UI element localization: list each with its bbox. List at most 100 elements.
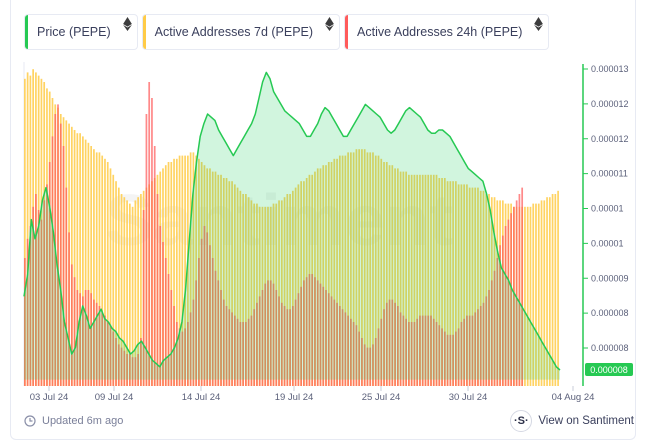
active-addresses-24h-bar — [104, 315, 106, 386]
active-addresses-7d-bar — [112, 174, 115, 386]
active-addresses-7d-bar — [546, 197, 548, 386]
active-addresses-7d-bar — [109, 168, 112, 386]
active-addresses-24h-bar — [32, 206, 34, 386]
active-addresses-7d-bar — [554, 194, 557, 386]
active-addresses-7d-bar — [250, 200, 253, 386]
active-addresses-24h-bar — [203, 226, 206, 386]
active-addresses-7d-bar — [126, 200, 128, 386]
active-addresses-7d-bar — [173, 158, 175, 386]
active-addresses-7d-bar — [529, 206, 532, 386]
price-tick-label: 0.000008 — [591, 343, 629, 353]
active-addresses-7d-bar — [358, 149, 361, 386]
price-axis-ticks: 0.000013 0.000012 0.000012 0.000011 0.00001 0… — [583, 64, 629, 353]
active-addresses-24h-bar — [156, 194, 159, 386]
active-addresses-24h-bar — [460, 322, 463, 386]
active-addresses-7d-bar — [134, 200, 137, 386]
active-addresses-7d-bar — [355, 149, 358, 386]
active-addresses-7d-bar — [231, 181, 233, 386]
legend-item-price[interactable]: Price (PEPE) — [24, 14, 138, 50]
active-addresses-24h-bar — [485, 296, 488, 386]
active-addresses-7d-bar — [443, 178, 446, 386]
active-addresses-24h-bar — [394, 302, 396, 386]
price-tick-label: 0.000012 — [591, 99, 629, 109]
active-addresses-24h-bar — [361, 338, 363, 386]
active-addresses-24h-bar — [446, 334, 449, 386]
active-addresses-24h-bar — [211, 258, 214, 386]
active-addresses-24h-bar — [73, 277, 76, 386]
active-addresses-24h-bar — [402, 315, 405, 386]
active-addresses-24h-bar — [499, 245, 501, 386]
active-addresses-24h-bar — [333, 299, 336, 386]
active-addresses-7d-bar — [181, 155, 184, 386]
active-addresses-24h-bar — [140, 338, 142, 386]
active-addresses-24h-bar — [366, 347, 369, 386]
legend-item-active-addresses-7d[interactable]: Active Addresses 7d (PEPE) — [141, 14, 341, 50]
legend-item-active-addresses-24h[interactable]: Active Addresses 24h (PEPE) — [344, 14, 550, 50]
time-tick-label: 30 Jul 24 — [449, 392, 488, 403]
active-addresses-24h-bar — [308, 274, 311, 386]
active-addresses-7d-bar — [551, 194, 554, 386]
price-activity-chart: Santiment 0.0000130.0000120.0000120.0000… — [23, 62, 633, 403]
view-on-santiment-button[interactable]: ·S· View on Santiment — [510, 410, 634, 432]
active-addresses-7d-bar — [482, 190, 485, 386]
active-addresses-24h-bar — [441, 328, 443, 386]
active-addresses-24h-bar — [37, 210, 40, 386]
active-addresses-7d-bar — [374, 155, 377, 386]
active-addresses-7d-bar — [189, 152, 192, 386]
ethereum-icon — [534, 17, 544, 31]
active-addresses-24h-bar — [275, 290, 278, 386]
active-addresses-7d-bar — [557, 190, 559, 386]
active-addresses-7d-bar — [292, 190, 294, 386]
price-tick-label: 0.000012 — [591, 134, 629, 144]
chart-footer: Updated 6m ago ·S· View on Santiment — [24, 410, 634, 432]
active-addresses-24h-bar — [65, 187, 68, 386]
active-addresses-24h-bar — [231, 312, 233, 386]
price-tick-label: 0.000009 — [591, 273, 629, 283]
active-addresses-24h-bar — [148, 82, 151, 386]
active-addresses-24h-bar — [449, 334, 452, 386]
active-addresses-7d-bar — [225, 178, 228, 386]
active-addresses-24h-bar — [173, 306, 175, 386]
active-addresses-7d-bar — [413, 174, 416, 386]
active-addresses-24h-bar — [479, 306, 482, 386]
active-addresses-24h-bar — [123, 350, 126, 386]
active-addresses-24h-bar — [26, 238, 29, 386]
active-addresses-24h-bar — [289, 309, 291, 386]
active-addresses-7d-bar — [540, 200, 543, 386]
active-addresses-7d-bar — [300, 181, 302, 386]
active-addresses-24h-bar — [455, 331, 457, 386]
active-addresses-7d-bar — [325, 165, 327, 386]
active-addresses-24h-bar — [352, 322, 355, 386]
active-addresses-24h-bar — [233, 315, 236, 386]
active-addresses-24h-bar — [521, 187, 524, 386]
updated-text: Updated 6m ago — [42, 415, 124, 427]
active-addresses-7d-bar — [79, 133, 81, 386]
active-addresses-7d-bar — [93, 149, 95, 386]
active-addresses-24h-bar — [175, 322, 178, 386]
active-addresses-24h-bar — [145, 114, 148, 386]
active-addresses-24h-bar — [217, 280, 220, 386]
active-addresses-24h-bar — [117, 344, 120, 386]
legend-label-active-addresses-24h: Active Addresses 24h (PEPE) — [357, 25, 523, 39]
active-addresses-7d-bar — [408, 174, 410, 386]
active-addresses-7d-bar — [95, 152, 98, 386]
active-addresses-7d-bar — [123, 197, 126, 386]
active-addresses-7d-bar — [106, 162, 109, 386]
active-addresses-7d-bar — [26, 72, 29, 387]
active-addresses-7d-bar — [336, 158, 338, 386]
price-line — [23, 71, 561, 371]
active-addresses-24h-bar — [388, 299, 391, 386]
active-addresses-24h-bar — [101, 312, 104, 386]
active-addresses-24h-bar — [222, 299, 225, 386]
active-addresses-24h-bar — [68, 232, 70, 386]
active-addresses-24h-bar — [322, 286, 325, 386]
active-addresses-7d-bar — [289, 194, 291, 386]
active-addresses-24h-bar — [239, 322, 242, 386]
active-addresses-24h-bar — [35, 194, 37, 386]
active-addresses-7d-bar — [363, 149, 366, 386]
active-addresses-24h-bar — [48, 162, 51, 386]
active-addresses-24h-bar — [57, 104, 59, 387]
active-addresses-24h-bar — [51, 136, 54, 386]
active-addresses-24h-bar — [250, 315, 253, 386]
active-addresses-24h-bar — [314, 277, 316, 386]
